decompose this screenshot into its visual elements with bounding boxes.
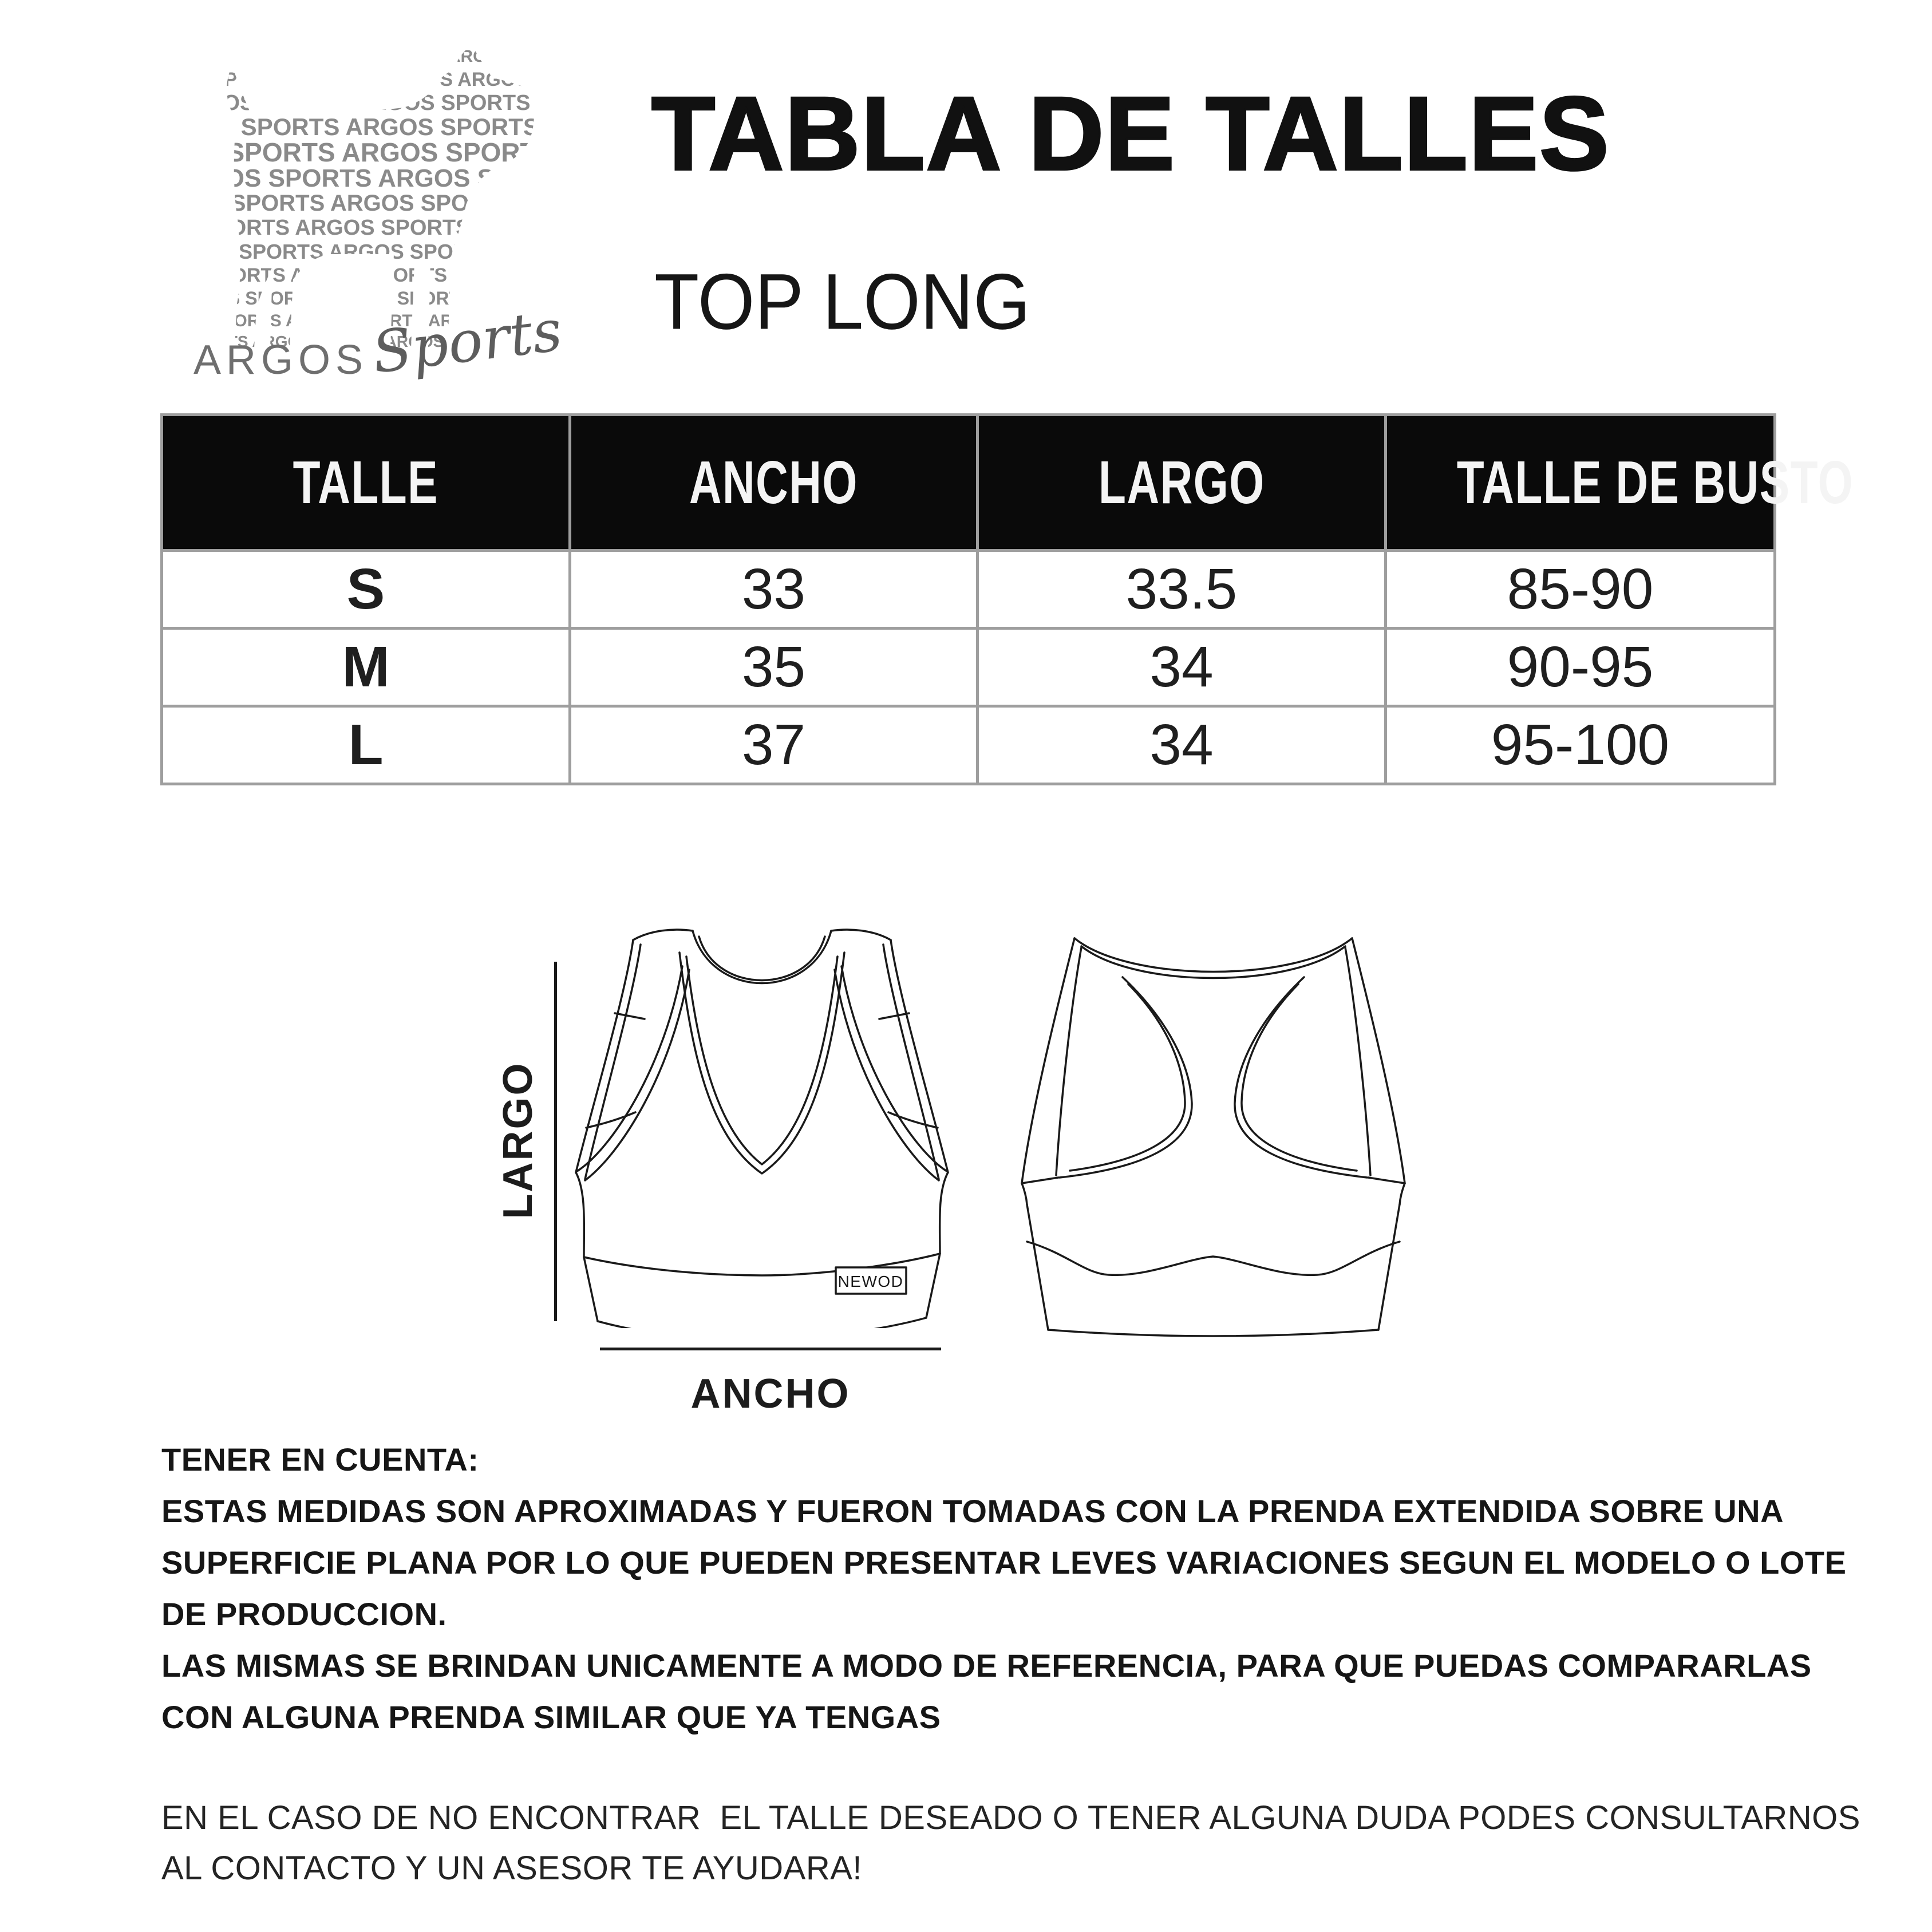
cell-ancho: 35 bbox=[568, 627, 979, 708]
newod-tag-label: NEWOD bbox=[838, 1273, 904, 1290]
contact-note-line: AL CONTACTO Y UN ASESOR TE AYUDARA! bbox=[161, 1850, 863, 1887]
wordcloud-row: ARGOS SPORTS ARGOS SPORTS ARGOS SPORTS A… bbox=[183, 164, 550, 192]
wordcloud-row: ARGOS SPORTS ARGOS SPORTS ARGOS SPORTS A… bbox=[183, 113, 550, 140]
bra-back-view-drawing bbox=[1021, 937, 1406, 1337]
page-title: TABLA DE TALLES bbox=[650, 74, 1610, 193]
col-header-label: TALLE bbox=[293, 448, 439, 516]
brand-line: ARGOS Sports bbox=[177, 297, 601, 424]
cell-largo: 34 bbox=[976, 705, 1387, 785]
ancho-dimension-label: ANCHO bbox=[690, 1371, 851, 1417]
cell-ancho: 33 bbox=[568, 549, 979, 630]
col-header-label: ANCHO bbox=[689, 448, 859, 516]
wordcloud-row: ARGOS SPORTS ARGOS SPORTS ARGOS SPORTS A… bbox=[183, 240, 550, 263]
bra-front-view-drawing: NEWOD bbox=[575, 929, 949, 1328]
contact-note-block: EN EL CASO DE NO ENCONTRAR EL TALLE DESE… bbox=[161, 1793, 1860, 1894]
col-header-largo: LARGO bbox=[976, 413, 1387, 552]
brand-logo: ARGOS SPORTS ARGOS SPORTS ARGOS SPORTS A… bbox=[172, 23, 607, 447]
cell-busto: 95-100 bbox=[1384, 705, 1776, 785]
wordcloud-row: ARGOS SPORTS ARGOS SPORTS ARGOS SPORTS A… bbox=[183, 91, 550, 115]
notes-line: ESTAS MEDIDAS SON APROXIMADAS Y FUERON T… bbox=[161, 1493, 1784, 1529]
cell-talle: L bbox=[160, 705, 571, 785]
largo-dimension-line bbox=[554, 962, 557, 1321]
brand-script-text: Sports bbox=[369, 297, 566, 386]
dog-wordcloud-icon: ARGOS SPORTS ARGOS SPORTS ARGOS SPORTS A… bbox=[183, 47, 550, 348]
notes-line: LAS MISMAS SE BRINDAN UNICAMENTE A MODO … bbox=[161, 1647, 1812, 1684]
largo-dimension-label: LARGO bbox=[495, 1061, 541, 1219]
cell-talle: M bbox=[160, 627, 571, 708]
notes-line: CON ALGUNA PRENDA SIMILAR QUE YA TENGAS bbox=[161, 1699, 941, 1735]
notes-heading: TENER EN CUENTA: bbox=[161, 1441, 479, 1477]
size-table: TALLE ANCHO LARGO TALLE DE BUSTO S 33 33… bbox=[160, 413, 1853, 785]
wordcloud-row: ARGOS SPORTS ARGOS SPORTS ARGOS SPORTS A… bbox=[183, 264, 550, 286]
newod-tag-box bbox=[835, 1266, 907, 1295]
wordcloud-row: ARGOS SPORTS ARGOS SPORTS ARGOS SPORTS A… bbox=[183, 137, 550, 167]
table-row: M 35 34 90-95 bbox=[160, 627, 1776, 708]
wordcloud-row: ARGOS SPORTS ARGOS SPORTS ARGOS SPORTS A… bbox=[183, 191, 550, 216]
wordcloud-row: ARGOS SPORTS ARGOS SPORTS ARGOS SPORTS A… bbox=[183, 216, 550, 240]
cell-largo: 34 bbox=[976, 627, 1387, 708]
contact-note-line: EN EL CASO DE NO ENCONTRAR EL TALLE DESE… bbox=[161, 1799, 1860, 1836]
col-header-busto: TALLE DE BUSTO bbox=[1384, 413, 1853, 552]
notes-block: TENER EN CUENTA: ESTAS MEDIDAS SON APROX… bbox=[161, 1434, 1846, 1743]
notes-line: DE PRODUCCION. bbox=[161, 1596, 447, 1632]
cell-talle: S bbox=[160, 549, 571, 630]
col-header-label: LARGO bbox=[1098, 448, 1265, 516]
product-name: TOP LONG bbox=[654, 258, 1030, 346]
ancho-dimension-line bbox=[600, 1348, 941, 1350]
cell-ancho: 37 bbox=[568, 705, 979, 785]
table-row: S 33 33.5 85-90 bbox=[160, 549, 1776, 630]
notes-line: SUPERFICIE PLANA POR LO QUE PUEDEN PRESE… bbox=[161, 1544, 1847, 1581]
col-header-talle: TALLE bbox=[160, 413, 571, 552]
table-header-row: TALLE ANCHO LARGO TALLE DE BUSTO bbox=[160, 413, 1853, 552]
cell-busto: 85-90 bbox=[1384, 549, 1776, 630]
table-row: L 37 34 95-100 bbox=[160, 705, 1776, 785]
brand-name-text: ARGOS bbox=[193, 337, 369, 383]
col-header-ancho: ANCHO bbox=[568, 413, 979, 552]
cell-largo: 33.5 bbox=[976, 549, 1387, 630]
wordcloud-row: ARGOS SPORTS ARGOS SPORTS ARGOS SPORTS A… bbox=[183, 69, 550, 90]
col-header-label: TALLE DE BUSTO bbox=[1456, 448, 1854, 516]
wordcloud-row: ARGOS SPORTS ARGOS SPORTS ARGOS SPORTS A… bbox=[183, 47, 550, 66]
cell-busto: 90-95 bbox=[1384, 627, 1776, 708]
